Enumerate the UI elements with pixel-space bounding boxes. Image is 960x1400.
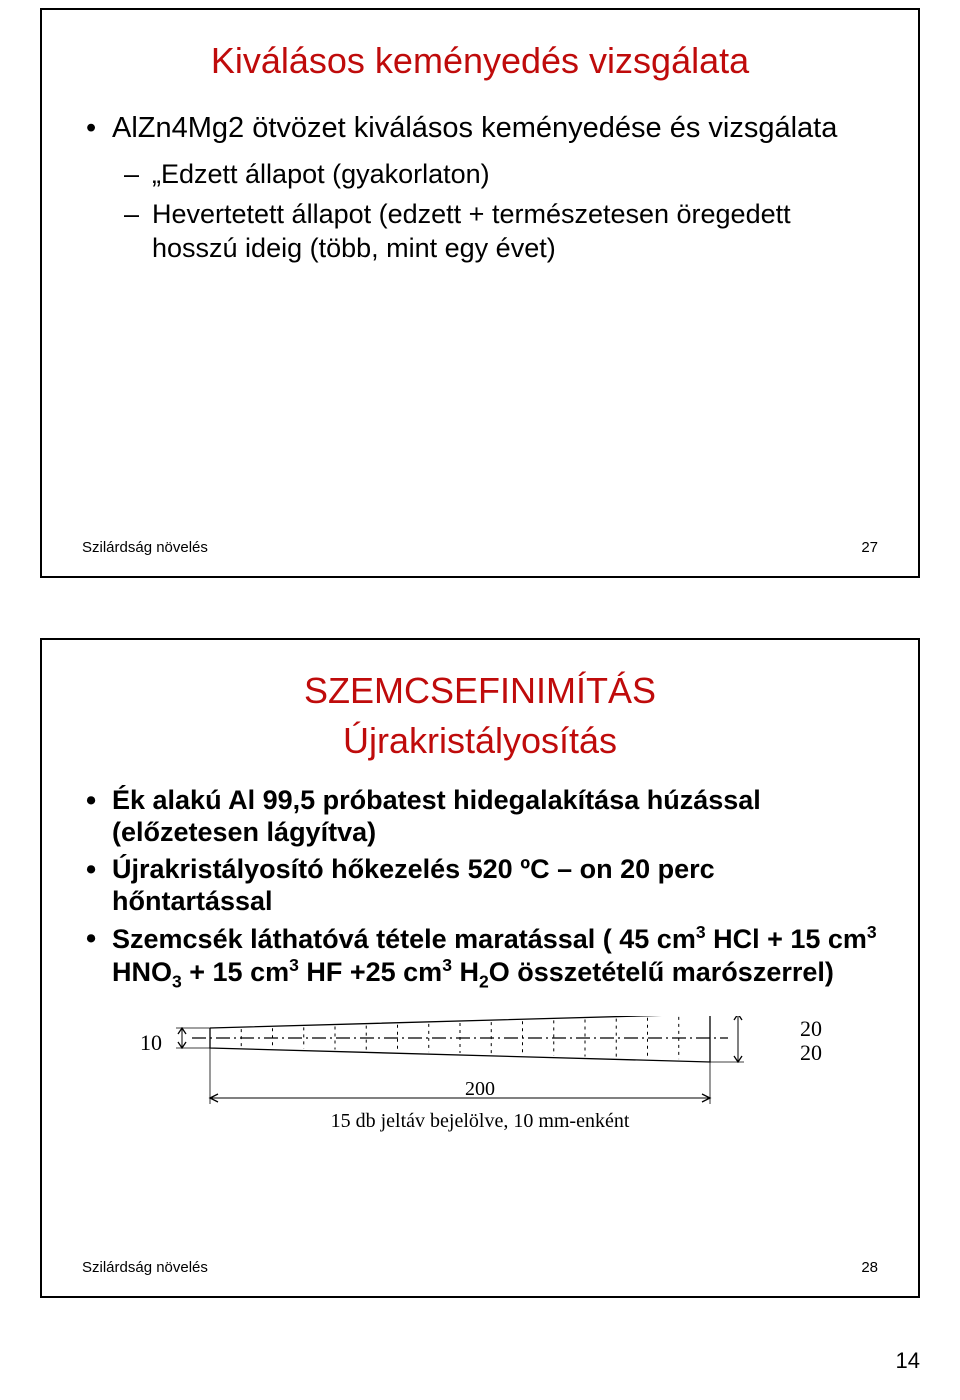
diagram-length-label: 200 <box>120 1078 840 1101</box>
page-number: 14 <box>40 1348 920 1374</box>
slide2-footer: Szilárdság növelés <box>82 1259 208 1276</box>
wedge-diagram: 10 20 20 200 15 db jeltáv bejelölve, 10 … <box>120 1016 840 1136</box>
diagram-right-height-2: 20 <box>800 1040 822 1066</box>
slide1-footer: Szilárdság növelés <box>82 539 208 556</box>
slide2-page: 28 <box>861 1259 878 1276</box>
slide-1: Kiválásos keményedés vizsgálata AlZn4Mg2… <box>40 8 920 578</box>
slide-2: SZEMCSEFINIMÍTÁS Újrakristályosítás Ék a… <box>40 638 920 1298</box>
slide1-bullet-1: AlZn4Mg2 ötvözet kiválásos keményedése é… <box>86 110 878 146</box>
diagram-right-height-1: 20 <box>800 1016 822 1042</box>
slide1-page: 27 <box>861 539 878 556</box>
slide2-bullet-1: Ék alakú Al 99,5 próbatest hidegalakítás… <box>86 784 878 849</box>
diagram-left-height: 10 <box>140 1030 162 1056</box>
slide1-sub-1: „Edzett állapot (gyakorlaton) <box>124 158 878 192</box>
slide1-bullets: AlZn4Mg2 ötvözet kiválásos keményedése é… <box>86 110 878 266</box>
slide2-bullet-3: Szemcsék láthatóvá tétele maratással ( 4… <box>86 922 878 993</box>
slide1-sub-2: Hevertetett állapot (edzett + természete… <box>124 198 878 266</box>
slide2-bullet-2: Újrakristályosító hőkezelés 520 ºC – on … <box>86 853 878 918</box>
diagram-caption: 15 db jeltáv bejelölve, 10 mm-enként <box>120 1110 840 1133</box>
slide2-bullets: Ék alakú Al 99,5 próbatest hidegalakítás… <box>86 784 878 992</box>
slide2-subtitle: Újrakristályosítás <box>82 720 878 762</box>
slide2-title: SZEMCSEFINIMÍTÁS <box>82 670 878 712</box>
slide1-title: Kiválásos keményedés vizsgálata <box>82 40 878 82</box>
